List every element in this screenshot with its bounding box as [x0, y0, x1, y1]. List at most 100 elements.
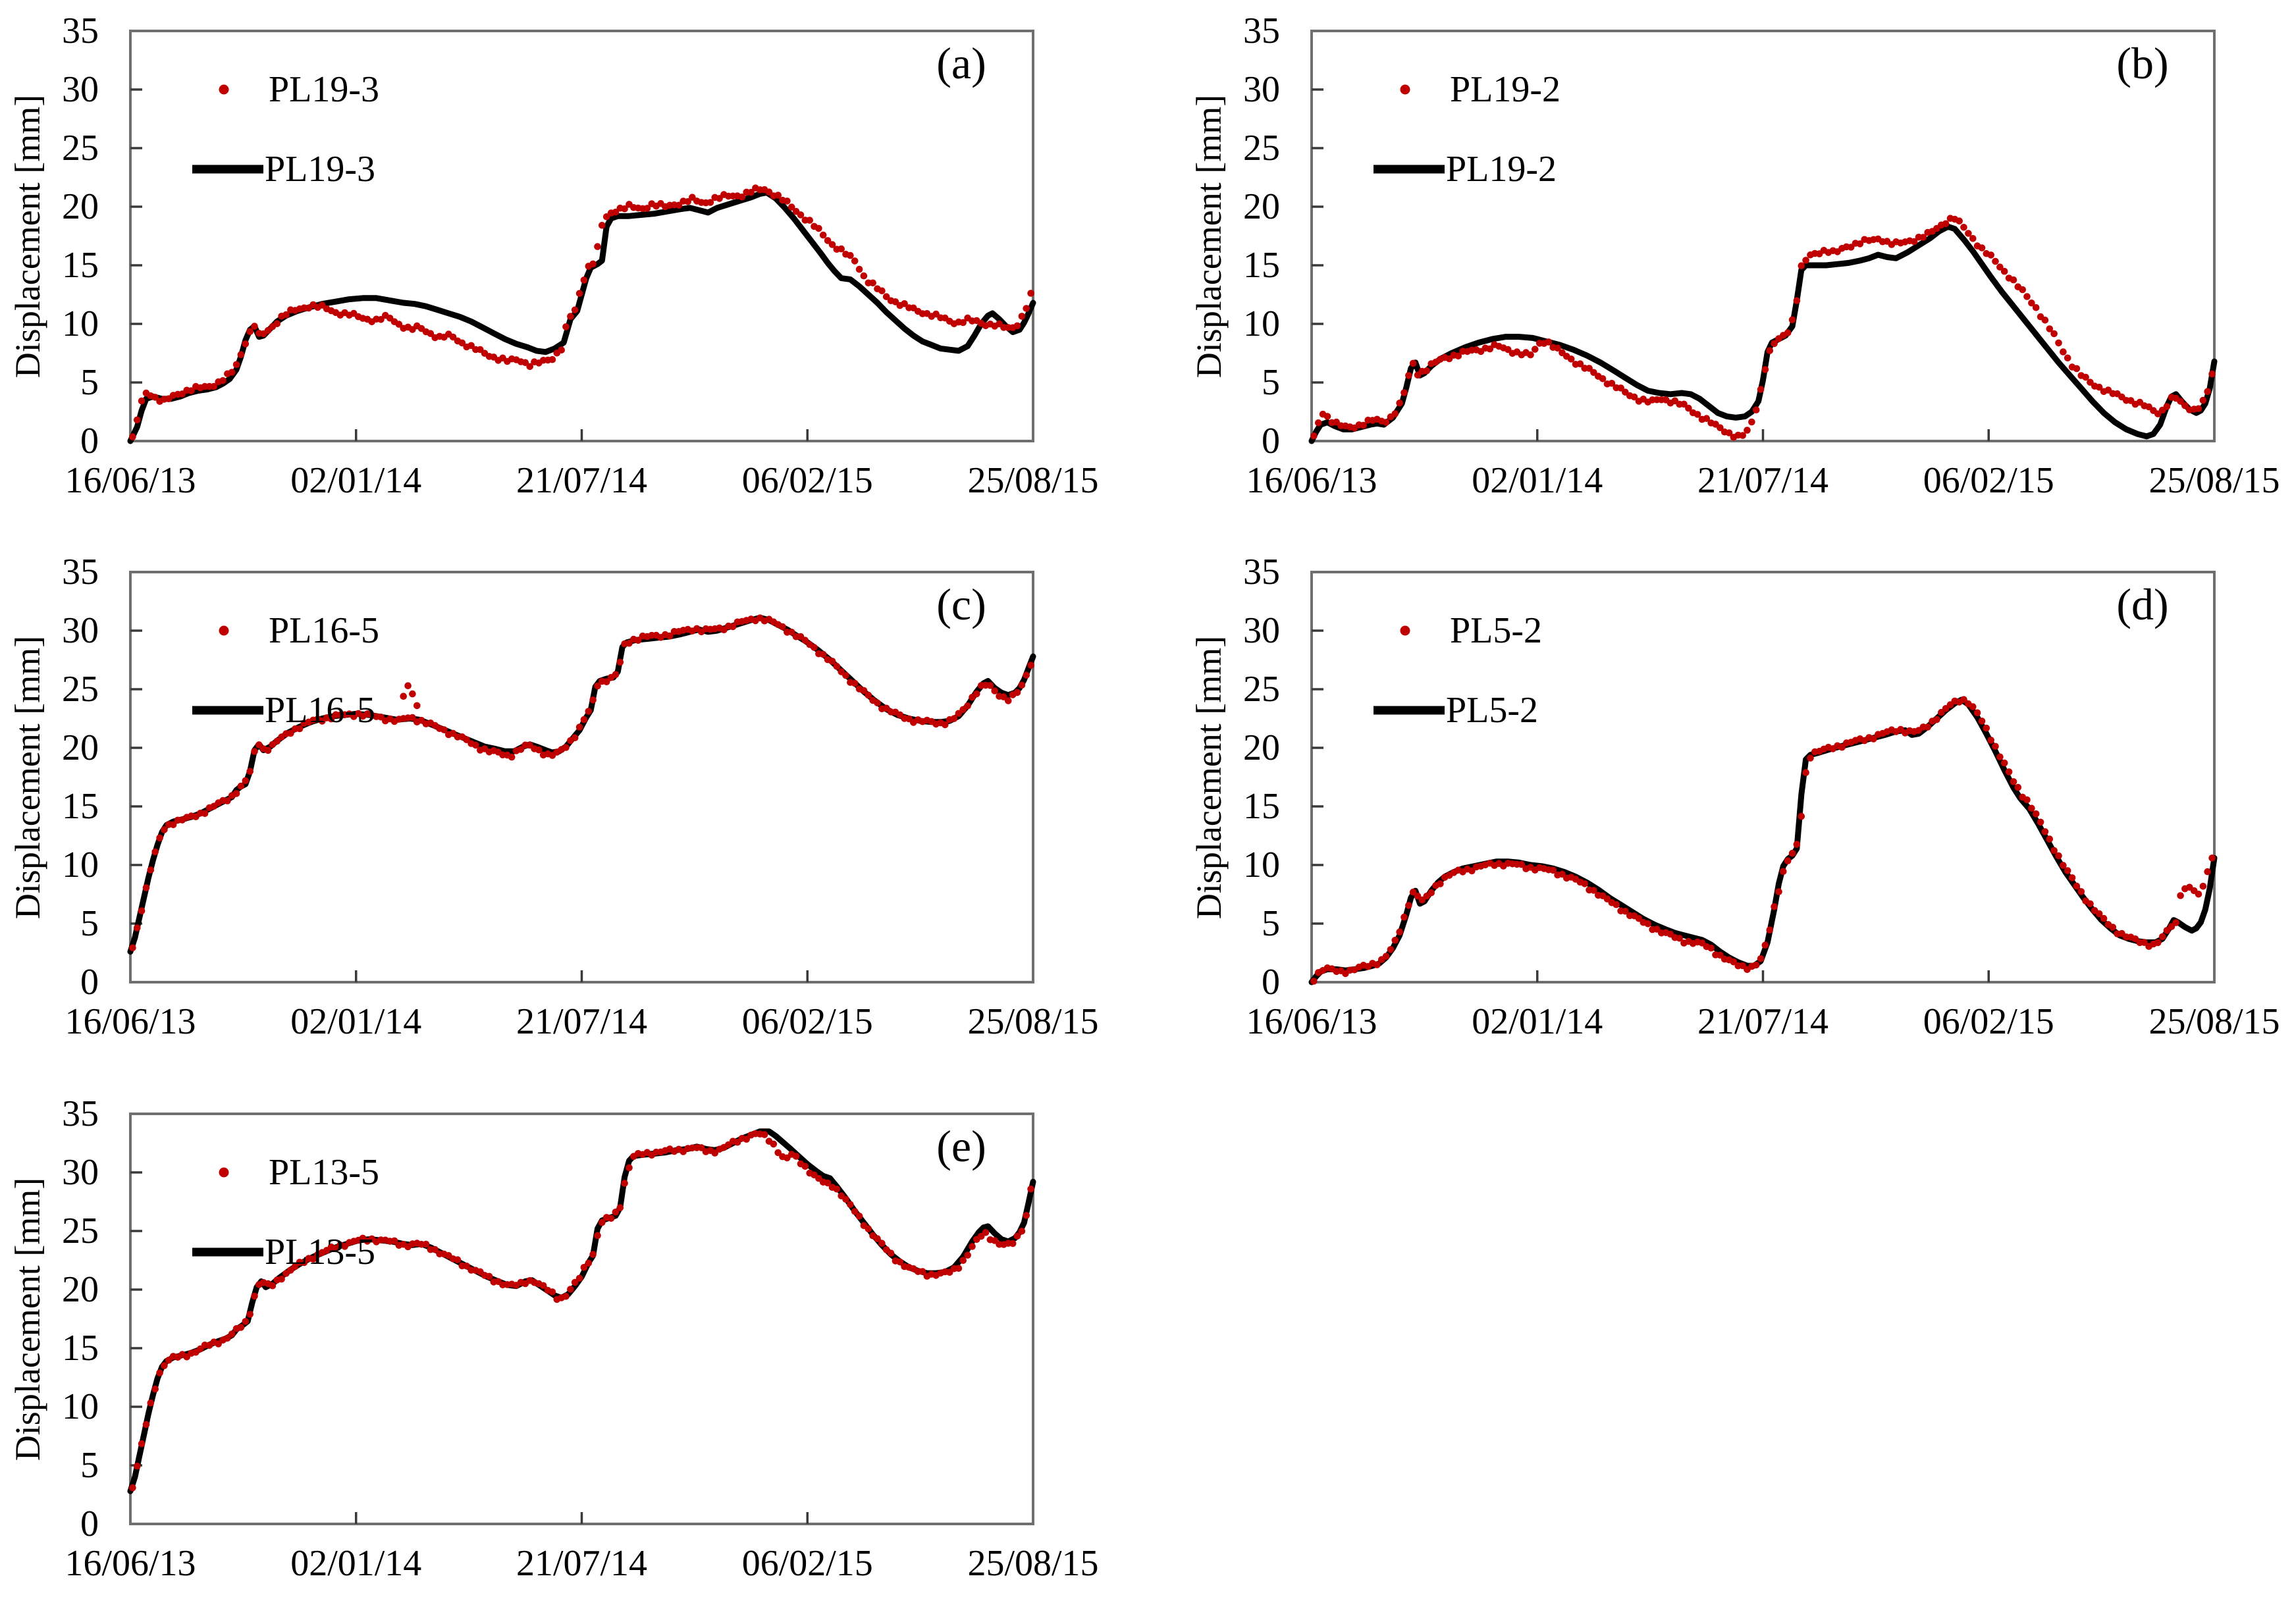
measured-dot — [449, 333, 457, 341]
y-axis-title: Displacement [mm] — [8, 94, 47, 378]
measured-dot — [811, 644, 818, 651]
measured-dot — [797, 211, 805, 219]
measured-dot — [1013, 1232, 1021, 1240]
measured-dot — [626, 1164, 633, 1172]
y-tick-label: 25 — [62, 128, 99, 169]
measured-dot — [1685, 404, 1692, 412]
plot-canvas — [127, 1113, 1036, 1525]
measured-dot — [296, 725, 304, 733]
measured-dot — [1323, 413, 1331, 420]
measured-dot — [2050, 330, 2058, 338]
measured-dot — [1788, 316, 1796, 324]
measured-dot — [2055, 852, 2062, 860]
measured-dot — [246, 768, 254, 775]
measured-dot — [1374, 961, 1381, 968]
legend-label-measured: PL19-2 — [1450, 69, 1560, 110]
measured-dot — [594, 1232, 601, 1240]
plot-canvas — [127, 30, 1036, 444]
measured-dot — [1761, 941, 1769, 949]
measured-dot — [1586, 365, 1593, 372]
y-tick-label: 5 — [80, 1445, 99, 1486]
measured-dot-outlier — [413, 702, 421, 710]
measured-dot — [1978, 244, 1986, 251]
panel-letter: (c) — [936, 579, 986, 629]
measured-dot — [729, 623, 737, 631]
x-tick-label: 25/08/15 — [2148, 460, 2280, 501]
measured-dot — [1532, 346, 1539, 353]
measured-dot — [2028, 300, 2035, 307]
measured-dot — [2208, 854, 2216, 862]
measured-dot — [874, 1235, 881, 1242]
measured-dot — [147, 1399, 155, 1407]
measured-dot — [575, 290, 583, 298]
measured-dot — [377, 316, 385, 323]
panel-b: 0 5 10 15 20 25 30 35 16/06/13 02/01/14 21/07/14 06… — [1181, 0, 2294, 541]
measured-dot — [1919, 234, 1927, 241]
measured-dot — [273, 320, 281, 328]
measured-dot — [571, 306, 579, 314]
measured-dot — [1992, 257, 1999, 265]
measured-dot — [440, 726, 448, 733]
measured-dot — [589, 260, 597, 268]
legend-label-measured: PL19-3 — [269, 69, 379, 110]
legend-dot-marker — [1400, 625, 1410, 636]
measured-dot — [548, 1288, 556, 1296]
measured-dot — [973, 690, 980, 698]
measured-dot — [156, 834, 163, 842]
measured-dot — [2023, 796, 2031, 804]
legend-dot-marker — [219, 84, 229, 95]
measured-dot — [232, 361, 240, 369]
x-tick-label: 02/01/14 — [290, 1001, 422, 1042]
x-tick-label: 16/06/13 — [65, 460, 196, 501]
x-tick-label: 25/08/15 — [967, 1001, 1099, 1042]
measured-dot — [738, 194, 746, 201]
measured-dot — [585, 1259, 593, 1267]
y-tick-label: 5 — [80, 362, 99, 403]
measured-dot — [697, 1144, 705, 1151]
x-tick-label: 16/06/13 — [1246, 1001, 1377, 1042]
measured-dot — [1996, 753, 2004, 761]
y-axis-title: Displacement [mm] — [8, 635, 47, 919]
measured-dot — [1382, 953, 1390, 960]
measured-dot — [838, 245, 845, 253]
model-line — [1308, 223, 2218, 444]
measured-dot — [237, 351, 245, 358]
measured-dot — [571, 1278, 579, 1286]
panel-c: 0 5 10 15 20 25 30 35 16/06/13 02/01/14 21/07/14 06… — [0, 541, 1179, 1082]
y-tick-label: 20 — [62, 1269, 99, 1310]
measured-dot — [982, 1229, 990, 1236]
measured-dot — [1752, 406, 1760, 413]
panel-letter: (a) — [936, 38, 986, 88]
x-tick-label: 25/08/15 — [967, 460, 1099, 501]
x-tick-label: 06/02/15 — [741, 460, 873, 501]
measured-dot — [1005, 697, 1012, 704]
measured-dot — [815, 224, 822, 232]
plot-canvas — [1308, 30, 2218, 444]
x-tick-label: 21/07/14 — [1697, 1001, 1829, 1042]
measured-dot — [734, 1138, 741, 1146]
measured-dot — [2181, 402, 2189, 409]
measured-dot — [251, 748, 258, 755]
measured-dot — [269, 1282, 277, 1290]
measured-dot — [1788, 849, 1796, 857]
measured-dot — [2032, 810, 2040, 818]
measured-dot — [1396, 928, 1403, 935]
measured-dot — [824, 1179, 832, 1187]
panel-letter: (e) — [936, 1121, 986, 1171]
measured-dot — [1622, 907, 1629, 915]
measured-dot — [1996, 263, 2004, 271]
measured-dot — [2014, 783, 2022, 791]
measured-dot — [1518, 860, 1526, 868]
measured-dot — [2028, 804, 2035, 812]
measured-dot — [454, 1256, 462, 1263]
measured-dot — [1965, 230, 1972, 237]
measured-dot — [1725, 429, 1733, 436]
measured-dot — [851, 1208, 859, 1215]
legend-label-model: PL16-5 — [265, 690, 375, 731]
measured-dot — [246, 1311, 254, 1318]
measured-dot — [242, 340, 250, 348]
measured-dot-outlier — [409, 690, 416, 698]
measured-dot — [1748, 418, 1755, 426]
measured-dot — [1766, 926, 1774, 933]
measured-dot — [1771, 340, 1778, 348]
